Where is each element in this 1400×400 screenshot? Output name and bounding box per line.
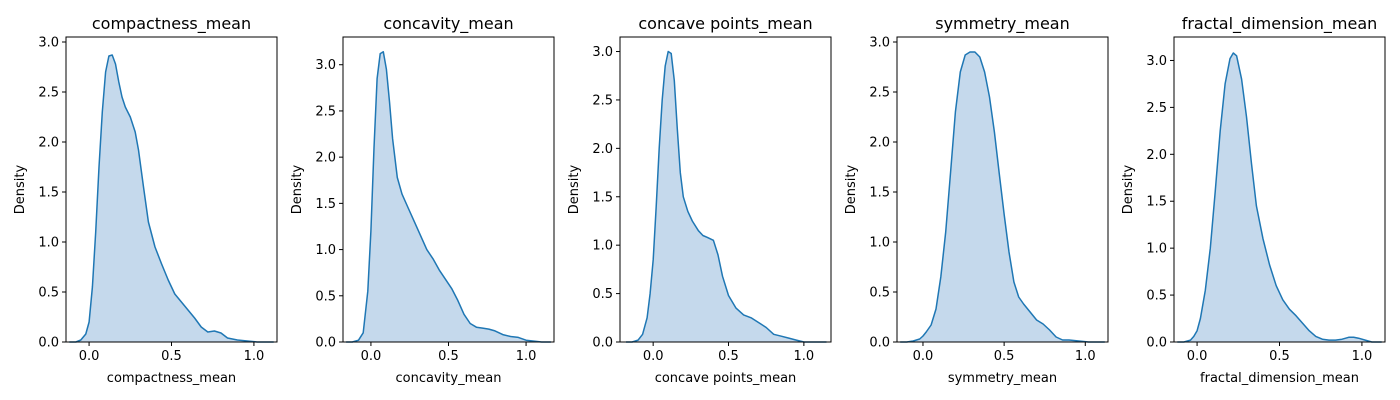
y-tick-label: 0.5 xyxy=(1146,289,1167,304)
density-line xyxy=(900,51,1105,343)
x-axis-label: compactness_mean xyxy=(107,371,236,386)
x-tick-label: 0.5 xyxy=(718,349,739,364)
y-tick-label: 0.0 xyxy=(592,336,613,351)
x-tick-label: 1.0 xyxy=(1075,349,1096,364)
x-tick-label: 0.5 xyxy=(1269,349,1290,364)
y-tick-label: 2.5 xyxy=(869,86,890,101)
density-area xyxy=(346,51,551,343)
y-tick-label: 2.0 xyxy=(315,151,336,166)
x-axis-label: symmetry_mean xyxy=(948,371,1057,386)
chart-panel-4: 0.0 0.5 1.0 0.0 0.5 1.0 1.5 2.0 2.5 3.0 symmetry_m… xyxy=(844,14,1109,386)
y-tick-label: 1.0 xyxy=(38,236,59,251)
x-tick-label: 1.0 xyxy=(516,349,537,364)
chart-panel-5: 0.0 0.5 1.0 0.0 0.5 1.0 1.5 2.0 2.5 3.0 fractal_di… xyxy=(1121,14,1386,386)
x-tick-label: 0.0 xyxy=(913,349,934,364)
density-area xyxy=(69,55,274,342)
density-area xyxy=(1177,53,1382,342)
x-axis-label: concave points_mean xyxy=(655,371,797,386)
y-tick-label: 2.0 xyxy=(592,142,613,157)
y-tick-label: 0.0 xyxy=(38,336,59,351)
density-line xyxy=(69,54,274,343)
y-tick-label: 0.5 xyxy=(315,289,336,304)
y-tick-label: 3.0 xyxy=(1146,54,1167,69)
x-axis-label: concavity_mean xyxy=(396,371,502,386)
y-tick-label: 0.5 xyxy=(869,286,890,301)
y-tick-label: 1.0 xyxy=(1146,242,1167,257)
y-tick-label: 0.0 xyxy=(869,336,890,351)
y-tick-label: 1.0 xyxy=(592,239,613,254)
y-tick-label: 1.5 xyxy=(315,197,336,212)
y-tick-label: 2.0 xyxy=(1146,148,1167,163)
y-tick-label: 3.0 xyxy=(869,36,890,51)
chart-title: concave points_mean xyxy=(638,14,812,34)
y-axis-label: Density xyxy=(567,164,582,214)
density-area xyxy=(626,51,827,342)
x-axis-label: fractal_dimension_mean xyxy=(1200,371,1359,386)
y-tick-label: 2.5 xyxy=(315,104,336,119)
x-tick-label: 0.0 xyxy=(1187,349,1208,364)
x-tick-label: 0.5 xyxy=(438,349,459,364)
x-tick-label: 0.0 xyxy=(643,349,664,364)
y-tick-label: 1.5 xyxy=(38,186,59,201)
y-tick-label: 1.0 xyxy=(315,243,336,258)
y-tick-label: 2.5 xyxy=(38,86,59,101)
chart-panel-1: 0.0 0.5 1.0 0.0 0.5 1.0 1.5 2.0 2.5 3.0 compactnes… xyxy=(13,14,278,386)
x-tick-label: 1.0 xyxy=(1352,349,1373,364)
y-tick-label: 2.0 xyxy=(869,136,890,151)
y-tick-label: 2.0 xyxy=(38,136,59,151)
chart-title: symmetry_mean xyxy=(935,14,1070,34)
y-axis-label: Density xyxy=(290,164,305,214)
y-tick-label: 3.0 xyxy=(592,45,613,60)
y-tick-label: 3.0 xyxy=(38,36,59,51)
density-line xyxy=(1177,52,1382,343)
x-tick-label: 0.0 xyxy=(79,349,100,364)
density-area xyxy=(900,52,1105,342)
x-tick-label: 0.5 xyxy=(994,349,1015,364)
y-tick-label: 1.5 xyxy=(869,186,890,201)
chart-title: compactness_mean xyxy=(92,14,251,34)
y-tick-label: 2.5 xyxy=(592,93,613,108)
chart-panel-3: 0.0 0.5 1.0 0.0 0.5 1.0 1.5 2.0 2.5 3.0 concave po… xyxy=(567,14,832,386)
y-axis-label: Density xyxy=(13,164,28,214)
y-axis-label: Density xyxy=(1121,164,1136,214)
y-tick-label: 0.0 xyxy=(315,336,336,351)
axes-frame xyxy=(619,36,832,343)
y-tick-label: 0.5 xyxy=(592,287,613,302)
x-tick-label: 1.0 xyxy=(794,349,815,364)
x-tick-label: 0.5 xyxy=(161,349,182,364)
y-tick-label: 1.5 xyxy=(1146,195,1167,210)
density-line xyxy=(346,51,551,343)
y-tick-label: 3.0 xyxy=(315,58,336,73)
x-tick-label: 0.0 xyxy=(361,349,382,364)
y-tick-label: 0.5 xyxy=(38,286,59,301)
density-line xyxy=(626,50,827,343)
axes-frame xyxy=(896,36,1109,343)
y-tick-label: 1.0 xyxy=(869,236,890,251)
y-tick-label: 0.0 xyxy=(1146,336,1167,351)
y-tick-label: 1.5 xyxy=(592,190,613,205)
y-axis-label: Density xyxy=(844,164,859,214)
chart-title: concavity_mean xyxy=(383,14,513,34)
x-tick-label: 1.0 xyxy=(244,349,265,364)
y-tick-label: 2.5 xyxy=(1146,101,1167,116)
chart-title: fractal_dimension_mean xyxy=(1182,14,1378,34)
chart-panel-2: 0.0 0.5 1.0 0.0 0.5 1.0 1.5 2.0 2.5 3.0 concavity_… xyxy=(290,14,555,386)
